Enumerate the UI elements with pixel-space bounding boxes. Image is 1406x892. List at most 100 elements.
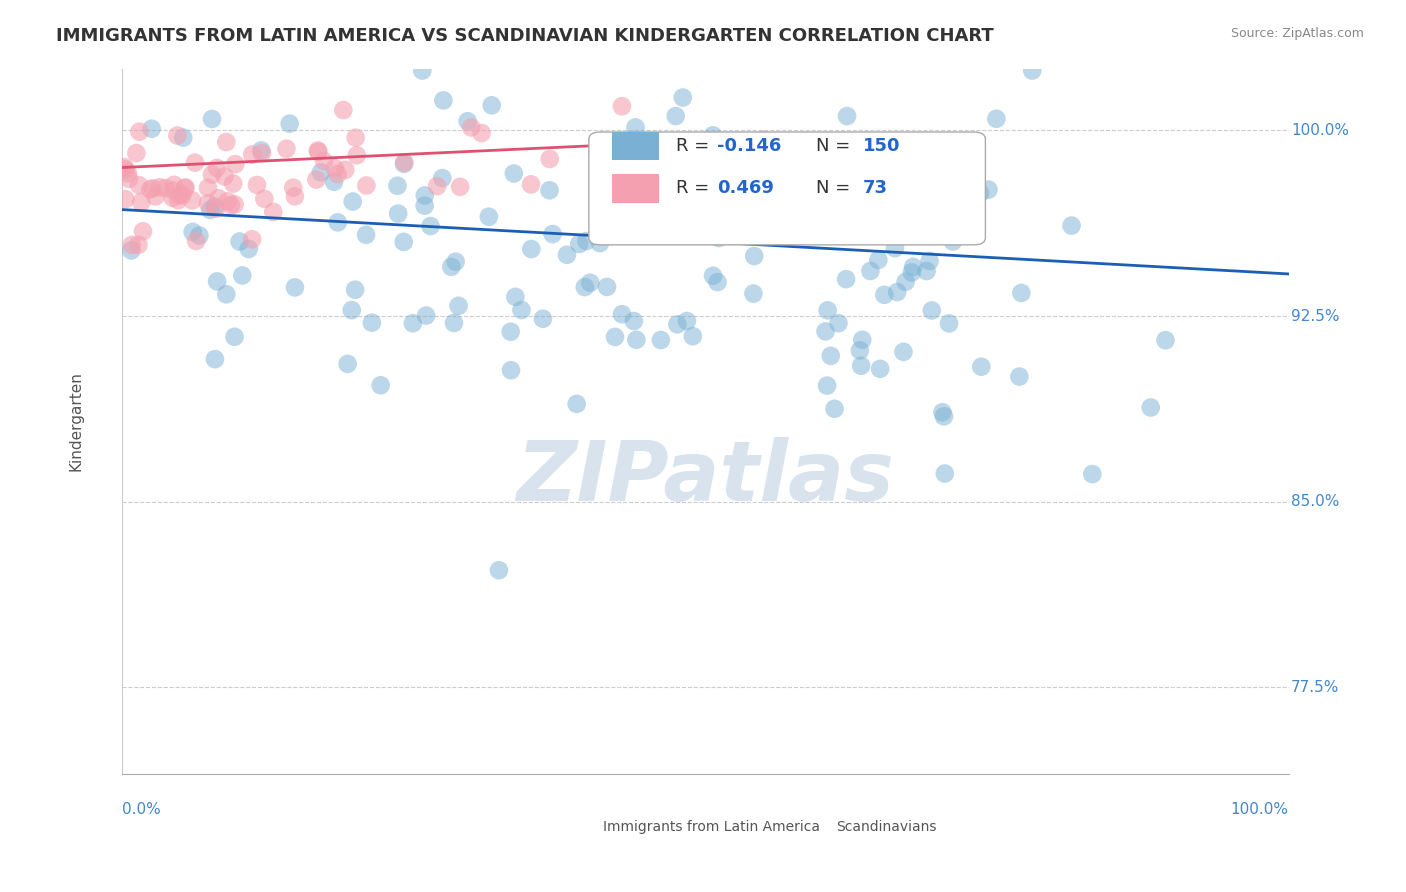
Point xyxy=(1060,219,1083,233)
Point xyxy=(752,136,775,150)
Point xyxy=(205,161,228,175)
Point xyxy=(413,199,436,213)
Point xyxy=(650,333,672,347)
Point xyxy=(312,153,335,168)
Text: Scandinavians: Scandinavians xyxy=(837,820,936,834)
Point xyxy=(443,316,465,330)
Point xyxy=(918,254,941,268)
Point xyxy=(197,181,219,195)
Point xyxy=(969,186,991,201)
Point xyxy=(520,178,543,192)
Point xyxy=(207,191,229,205)
Point xyxy=(370,378,392,392)
Point xyxy=(820,349,842,363)
Point xyxy=(1154,333,1177,347)
Point xyxy=(942,235,965,249)
Point xyxy=(531,311,554,326)
Point xyxy=(970,359,993,374)
Point xyxy=(169,188,191,202)
Point xyxy=(253,192,276,206)
Bar xyxy=(565,820,595,838)
Point xyxy=(945,182,967,196)
Point xyxy=(240,147,263,161)
Point xyxy=(931,225,953,239)
Point xyxy=(222,177,245,191)
Point xyxy=(499,325,522,339)
Point xyxy=(205,202,228,216)
Point xyxy=(354,227,377,242)
Point xyxy=(114,192,136,206)
Point xyxy=(128,125,150,139)
Point xyxy=(934,467,956,481)
Text: R =: R = xyxy=(676,137,716,155)
Point xyxy=(344,130,367,145)
Text: N =: N = xyxy=(817,137,856,155)
Point xyxy=(828,225,851,239)
Text: 77.5%: 77.5% xyxy=(1291,680,1340,695)
Point xyxy=(394,155,416,169)
Point xyxy=(838,44,860,58)
Point xyxy=(326,215,349,229)
Point xyxy=(387,178,409,193)
Point xyxy=(499,363,522,377)
Point xyxy=(307,144,329,158)
Point xyxy=(893,344,915,359)
Point xyxy=(603,330,626,344)
Point xyxy=(145,189,167,203)
Point xyxy=(752,132,775,146)
Point xyxy=(900,265,922,279)
Point xyxy=(411,63,433,78)
Point xyxy=(890,202,912,216)
Point xyxy=(849,359,872,373)
Point xyxy=(815,378,838,392)
Point xyxy=(148,180,170,194)
Point xyxy=(814,325,837,339)
Point xyxy=(869,362,891,376)
Point xyxy=(121,238,143,252)
Point xyxy=(197,196,219,211)
Point xyxy=(742,249,765,263)
Point xyxy=(155,181,177,195)
Point xyxy=(574,280,596,294)
Point xyxy=(246,178,269,192)
Point xyxy=(231,268,253,283)
Text: 92.5%: 92.5% xyxy=(1291,309,1340,324)
Point xyxy=(332,103,354,117)
Point xyxy=(214,169,236,184)
Point xyxy=(346,148,368,162)
Point xyxy=(537,34,560,48)
Point xyxy=(392,157,415,171)
Point xyxy=(921,303,943,318)
Point xyxy=(238,242,260,256)
Point xyxy=(849,343,872,358)
Point xyxy=(702,268,724,283)
Point xyxy=(630,159,652,173)
Point xyxy=(198,202,221,217)
Point xyxy=(172,130,194,145)
Point xyxy=(742,286,765,301)
Point xyxy=(139,182,162,196)
Text: 0.469: 0.469 xyxy=(717,179,775,197)
Point xyxy=(575,234,598,248)
Point xyxy=(579,276,602,290)
Point xyxy=(201,112,224,126)
Point xyxy=(699,210,721,224)
Point xyxy=(959,205,981,219)
Point xyxy=(432,171,454,186)
Text: -0.146: -0.146 xyxy=(717,137,782,155)
Point xyxy=(449,179,471,194)
Point xyxy=(162,183,184,197)
Point xyxy=(915,264,938,278)
Point xyxy=(859,264,882,278)
Text: Source: ZipAtlas.com: Source: ZipAtlas.com xyxy=(1230,27,1364,40)
Point xyxy=(426,179,449,194)
Text: 0.0%: 0.0% xyxy=(122,802,162,817)
Point xyxy=(702,128,724,143)
Point xyxy=(162,191,184,205)
Point xyxy=(610,99,633,113)
Point xyxy=(335,162,357,177)
Point xyxy=(471,126,494,140)
Text: 85.0%: 85.0% xyxy=(1291,494,1340,509)
Point xyxy=(835,109,858,123)
Point xyxy=(228,235,250,249)
